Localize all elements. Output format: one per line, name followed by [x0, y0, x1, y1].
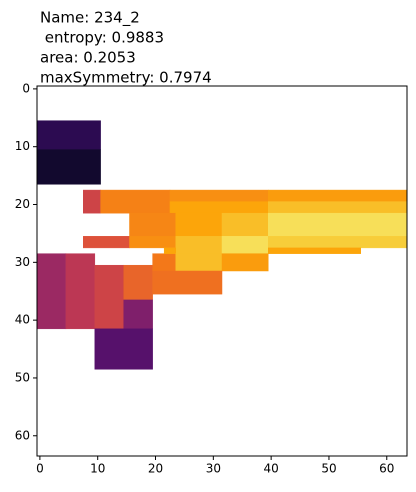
cell: [152, 253, 176, 272]
y-tick-label: 60: [15, 428, 30, 442]
cell: [83, 189, 101, 214]
cell: [268, 201, 408, 214]
x-tick-label: 30: [206, 462, 221, 476]
cell: [129, 212, 176, 237]
y-tick-label: 30: [15, 255, 30, 269]
cell: [175, 236, 223, 254]
title-line: area: 0.2053: [40, 49, 136, 67]
title-line: maxSymmetry: 0.7974: [40, 69, 212, 87]
x-tick-label: 0: [36, 462, 44, 476]
cell: [152, 270, 223, 295]
cell: [221, 253, 269, 272]
cell: [36, 120, 101, 150]
cell: [169, 201, 269, 214]
cell: [123, 264, 153, 301]
x-tick-label: 10: [90, 462, 105, 476]
cell: [169, 189, 269, 202]
title-line: entropy: 0.9883: [40, 29, 164, 47]
cell: [268, 247, 361, 254]
cell: [123, 299, 153, 330]
cell: [175, 212, 223, 237]
cell: [65, 253, 96, 330]
cell: [94, 264, 124, 330]
x-tick-label: 50: [321, 462, 336, 476]
title-line: Name: 234_2: [40, 9, 140, 28]
y-tick-label: 10: [15, 139, 30, 153]
cell: [221, 212, 269, 237]
y-tick-label: 0: [22, 81, 30, 95]
cell: [221, 236, 269, 254]
cell: [163, 247, 176, 254]
y-tick-label: 20: [15, 197, 30, 211]
cell: [100, 189, 171, 214]
cell: [36, 253, 67, 330]
plot-frame: [36, 85, 408, 457]
x-tick-label: 60: [379, 462, 394, 476]
cell: [83, 236, 130, 249]
y-tick-label: 40: [15, 313, 30, 327]
cell: [175, 253, 223, 272]
cell: [129, 236, 176, 249]
x-tick-label: 40: [264, 462, 279, 476]
x-tick-label: 20: [148, 462, 163, 476]
cell: [268, 212, 408, 237]
cell: [36, 149, 101, 185]
cell: [94, 328, 153, 370]
cell: [268, 236, 408, 249]
y-tick-label: 50: [15, 370, 30, 384]
cell: [268, 189, 408, 202]
